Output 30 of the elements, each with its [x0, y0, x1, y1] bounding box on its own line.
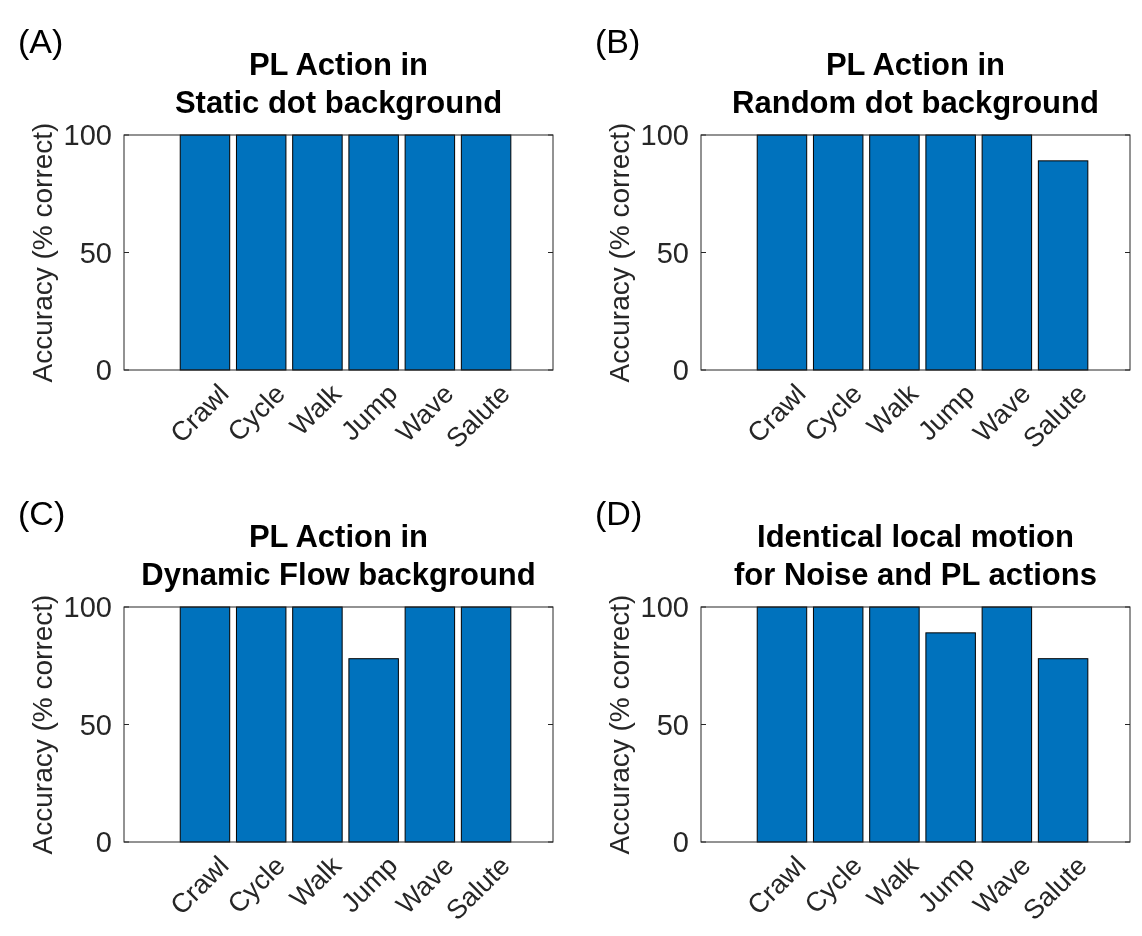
bar: [812, 606, 864, 843]
y-axis-title: Accuracy (% correct): [27, 122, 58, 383]
y-axis-title: Accuracy (% correct): [604, 594, 635, 855]
y-tick-label: 50: [656, 708, 689, 741]
y-tick-label: 0: [672, 354, 689, 387]
bar: [925, 632, 976, 843]
y-tick-label: 100: [63, 591, 112, 624]
bar: [756, 606, 808, 843]
bar: [869, 606, 920, 843]
text: (D): [595, 494, 643, 532]
y-tick-label: 100: [640, 119, 689, 152]
text: (C): [18, 494, 66, 532]
chart-title: PL Action in Static dot background: [174, 47, 503, 120]
y-tick-label: 0: [95, 826, 112, 859]
chart-title: PL Action in Dynamic Flow background: [141, 519, 536, 592]
y-tick-label: 50: [656, 236, 689, 269]
chart-title: PL Action in Random dot background: [732, 47, 1099, 120]
y-tick-label: 100: [640, 591, 689, 624]
chart-title: Identical local motion for Noise and PL actions: [734, 519, 1097, 592]
y-tick-label: 100: [63, 119, 112, 152]
y-tick-label: 0: [95, 354, 112, 387]
y-tick-label: 50: [79, 708, 112, 741]
y-axis-title: Accuracy (% correct): [27, 594, 58, 855]
bar: [981, 606, 1033, 843]
y-axis-title: Accuracy (% correct): [604, 122, 635, 383]
text: (A): [18, 22, 64, 60]
y-tick-label: 0: [672, 826, 689, 859]
text: (B): [595, 22, 641, 60]
bar: [1037, 658, 1089, 843]
y-tick-label: 50: [79, 236, 112, 269]
